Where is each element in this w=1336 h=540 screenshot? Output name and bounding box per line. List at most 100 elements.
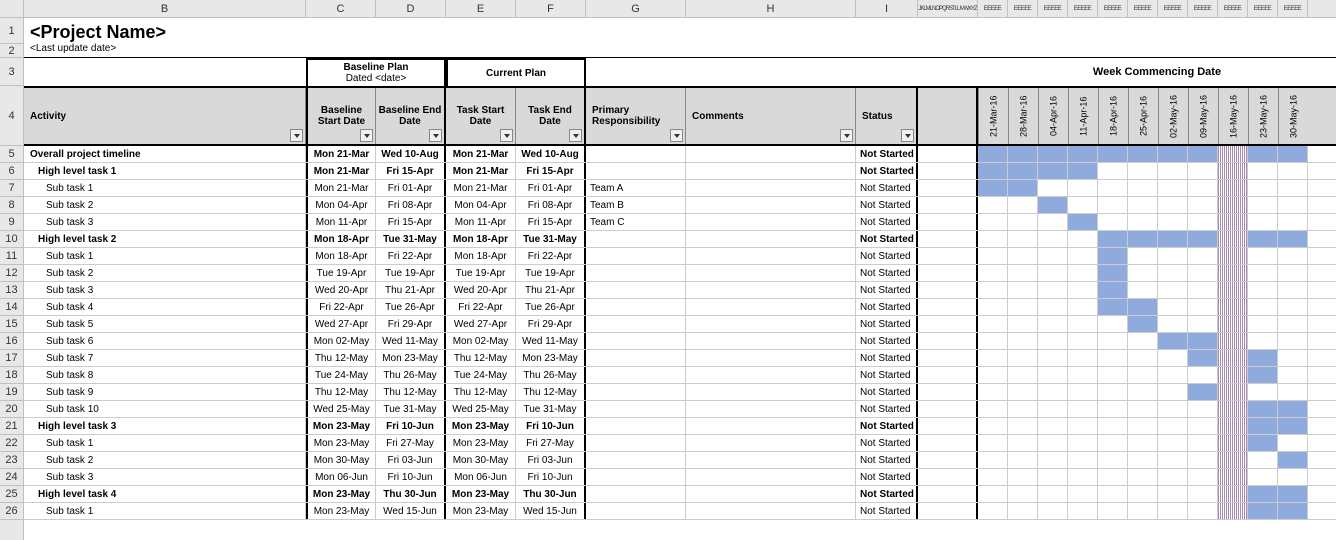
gantt-cell[interactable] — [1248, 146, 1278, 162]
gantt-column-header[interactable]: EEEEE — [1248, 0, 1278, 17]
date-cell[interactable]: Tue 19-Apr — [446, 265, 516, 281]
gantt-cell[interactable] — [1188, 333, 1218, 349]
date-cell[interactable]: Tue 19-Apr — [306, 265, 376, 281]
date-cell[interactable]: Mon 18-Apr — [306, 231, 376, 247]
primary-resp-cell[interactable] — [586, 367, 686, 383]
gantt-cell[interactable] — [1158, 180, 1188, 196]
activity-cell[interactable]: Sub task 8 — [24, 367, 306, 383]
baseline-end-header[interactable]: Baseline End Date — [376, 88, 446, 144]
gantt-cell[interactable] — [978, 231, 1008, 247]
date-cell[interactable]: Tue 24-May — [306, 367, 376, 383]
gantt-cell[interactable] — [978, 486, 1008, 502]
gantt-cell[interactable] — [1068, 486, 1098, 502]
gantt-cell[interactable] — [1158, 197, 1188, 213]
date-cell[interactable]: Tue 26-Apr — [376, 299, 446, 315]
row-header-23[interactable]: 23 — [0, 452, 23, 469]
primary-resp-cell[interactable] — [586, 435, 686, 451]
row-header-24[interactable]: 24 — [0, 469, 23, 486]
gantt-cell[interactable] — [1008, 316, 1038, 332]
filter-dropdown-icon[interactable] — [429, 129, 442, 142]
comments-cell[interactable] — [686, 486, 856, 502]
date-cell[interactable]: Fri 27-May — [516, 435, 586, 451]
date-cell[interactable]: Thu 21-Apr — [376, 282, 446, 298]
gantt-cell[interactable] — [1158, 418, 1188, 434]
gantt-cell[interactable] — [1218, 452, 1248, 468]
comments-cell[interactable] — [686, 452, 856, 468]
gantt-cell[interactable] — [1278, 180, 1308, 196]
status-cell[interactable]: Not Started — [856, 350, 918, 366]
gantt-cell[interactable] — [1278, 333, 1308, 349]
primary-resp-cell[interactable] — [586, 401, 686, 417]
project-name[interactable]: <Project Name> — [24, 18, 1336, 43]
gantt-cell[interactable] — [1008, 469, 1038, 485]
gantt-cell[interactable] — [978, 197, 1008, 213]
comments-cell[interactable] — [686, 469, 856, 485]
date-cell[interactable]: Tue 19-Apr — [516, 265, 586, 281]
gantt-cell[interactable] — [1098, 163, 1128, 179]
gantt-cell[interactable] — [1128, 367, 1158, 383]
date-cell[interactable]: Wed 15-Jun — [376, 503, 446, 519]
gantt-cell[interactable] — [1158, 265, 1188, 281]
status-header[interactable]: Status — [856, 88, 918, 144]
gantt-cell[interactable] — [1008, 265, 1038, 281]
date-cell[interactable]: Fri 01-Apr — [376, 180, 446, 196]
date-cell[interactable]: Mon 23-May — [306, 418, 376, 434]
activity-cell[interactable]: Overall project timeline — [24, 146, 306, 162]
gantt-date-header[interactable]: 25-Apr-16 — [1128, 88, 1158, 144]
date-cell[interactable]: Mon 06-Jun — [306, 469, 376, 485]
gantt-cell[interactable] — [1158, 401, 1188, 417]
activity-cell[interactable]: High level task 2 — [24, 231, 306, 247]
activity-cell[interactable]: Sub task 2 — [24, 197, 306, 213]
gantt-cell[interactable] — [1128, 282, 1158, 298]
gantt-cell[interactable] — [1248, 418, 1278, 434]
filter-dropdown-icon[interactable] — [569, 129, 582, 142]
gantt-cell[interactable] — [1158, 435, 1188, 451]
table-row[interactable]: Sub task 7Thu 12-MayMon 23-MayThu 12-May… — [24, 350, 1336, 367]
gantt-cell[interactable] — [1098, 248, 1128, 264]
gantt-cell[interactable] — [1008, 180, 1038, 196]
row-header-9[interactable]: 9 — [0, 214, 23, 231]
date-cell[interactable]: Fri 01-Apr — [516, 180, 586, 196]
gantt-cell[interactable] — [1158, 350, 1188, 366]
date-cell[interactable]: Thu 30-Jun — [376, 486, 446, 502]
comments-cell[interactable] — [686, 367, 856, 383]
gantt-cell[interactable] — [1188, 316, 1218, 332]
row-header-10[interactable]: 10 — [0, 231, 23, 248]
gantt-cell[interactable] — [1098, 282, 1128, 298]
comments-cell[interactable] — [686, 163, 856, 179]
activity-cell[interactable]: Sub task 9 — [24, 384, 306, 400]
date-cell[interactable]: Tue 31-May — [516, 401, 586, 417]
filter-dropdown-icon[interactable] — [360, 129, 373, 142]
date-cell[interactable]: Fri 08-Apr — [376, 197, 446, 213]
gantt-cell[interactable] — [1068, 384, 1098, 400]
gantt-cell[interactable] — [1218, 418, 1248, 434]
gantt-cell[interactable] — [1188, 350, 1218, 366]
status-cell[interactable]: Not Started — [856, 435, 918, 451]
status-cell[interactable]: Not Started — [856, 452, 918, 468]
gantt-cell[interactable] — [978, 350, 1008, 366]
gantt-cell[interactable] — [1218, 197, 1248, 213]
gantt-cell[interactable] — [1278, 418, 1308, 434]
date-cell[interactable]: Thu 12-May — [446, 350, 516, 366]
activity-cell[interactable]: High level task 4 — [24, 486, 306, 502]
table-row[interactable]: Sub task 2Mon 30-MayFri 03-JunMon 30-May… — [24, 452, 1336, 469]
primary-resp-cell[interactable]: Team B — [586, 197, 686, 213]
gantt-cell[interactable] — [978, 316, 1008, 332]
primary-resp-cell[interactable] — [586, 452, 686, 468]
date-cell[interactable]: Fri 08-Apr — [516, 197, 586, 213]
baseline-start-header[interactable]: Baseline Start Date — [306, 88, 376, 144]
gantt-cell[interactable] — [1128, 197, 1158, 213]
primary-resp-cell[interactable] — [586, 469, 686, 485]
date-cell[interactable]: Mon 06-Jun — [446, 469, 516, 485]
gantt-cell[interactable] — [1068, 265, 1098, 281]
gantt-cell[interactable] — [1038, 146, 1068, 162]
gantt-cell[interactable] — [1278, 163, 1308, 179]
gantt-cell[interactable] — [1248, 503, 1278, 519]
gantt-cell[interactable] — [1098, 265, 1128, 281]
activity-cell[interactable]: High level task 1 — [24, 163, 306, 179]
date-cell[interactable]: Mon 04-Apr — [446, 197, 516, 213]
gantt-date-header[interactable]: 30-May-16 — [1278, 88, 1308, 144]
gantt-date-header[interactable]: 21-Mar-16 — [978, 88, 1008, 144]
table-row[interactable]: Sub task 3Mon 11-AprFri 15-AprMon 11-Apr… — [24, 214, 1336, 231]
column-header-E[interactable]: E — [446, 0, 516, 17]
